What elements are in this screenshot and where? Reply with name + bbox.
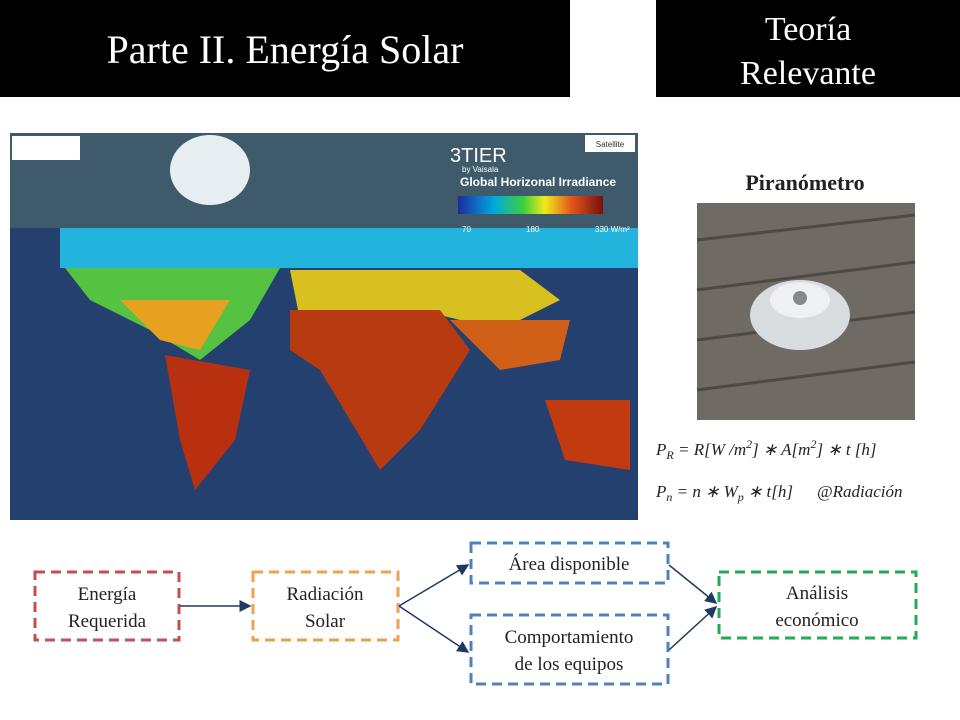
map-legend-tick: 70 — [462, 225, 471, 234]
flow-node-label: Área disponible — [509, 553, 630, 575]
flow-node-label: Requerida — [68, 611, 147, 632]
formula-part: ∗ t[h] — [744, 482, 793, 501]
formula-part: R — [665, 448, 674, 462]
formula: PR = R[W /m2] ∗ A[m2] ∗ t [h] — [655, 437, 877, 462]
formula-part: @Radiación — [817, 482, 903, 501]
section-label: Relevante — [740, 55, 876, 92]
flow-node-label: Análisis — [786, 583, 848, 604]
map-legend-tick: 330 W/m² — [595, 225, 630, 234]
flow-node-label: Solar — [305, 611, 346, 632]
map-legend-title: Global Horizonal Irradiance — [460, 175, 616, 189]
slide-title: Parte II. Energía Solar — [107, 27, 464, 72]
flow-node-label: económico — [775, 610, 858, 631]
map-legend-tick: 180 — [526, 225, 540, 234]
section-bar — [656, 0, 960, 97]
flow-node-label: de los equipos — [515, 654, 624, 675]
sidebar-title: Piranómetro — [745, 170, 864, 195]
map-brand: 3TIER — [450, 145, 507, 167]
flow-node-label: Radiación — [286, 584, 364, 605]
title-bar — [0, 0, 570, 97]
flow-boxes — [33, 541, 918, 686]
formula-part: = n ∗ W — [672, 482, 739, 501]
map-brand-sub: by Vaisala — [462, 165, 499, 174]
irradiance-map: Satellite 3TIER by Vaisala Global Horizo… — [10, 133, 638, 520]
formula-part: ] ∗ A[m — [751, 440, 810, 459]
map-layer-button[interactable]: Satellite — [596, 140, 625, 149]
formula-part: 2 — [746, 437, 752, 451]
pyranometer-photo — [696, 203, 916, 420]
formula-part: = R[W /m — [674, 440, 746, 459]
formula: Pn = n ∗ Wp ∗ t[h] @Radiación — [655, 482, 903, 504]
formula-part: P — [655, 440, 666, 459]
flow-node-label: Energía — [78, 584, 137, 605]
formula-part: 2 — [810, 437, 816, 451]
flow-arrows — [180, 564, 718, 653]
formula-part: p — [737, 490, 744, 504]
section-label: Teoría — [765, 11, 851, 48]
formula-part: P — [655, 482, 666, 501]
formula-part: n — [666, 490, 672, 504]
formula-part: ] ∗ t [h] — [815, 440, 876, 459]
flow-node-label: Comportamiento — [505, 627, 634, 648]
